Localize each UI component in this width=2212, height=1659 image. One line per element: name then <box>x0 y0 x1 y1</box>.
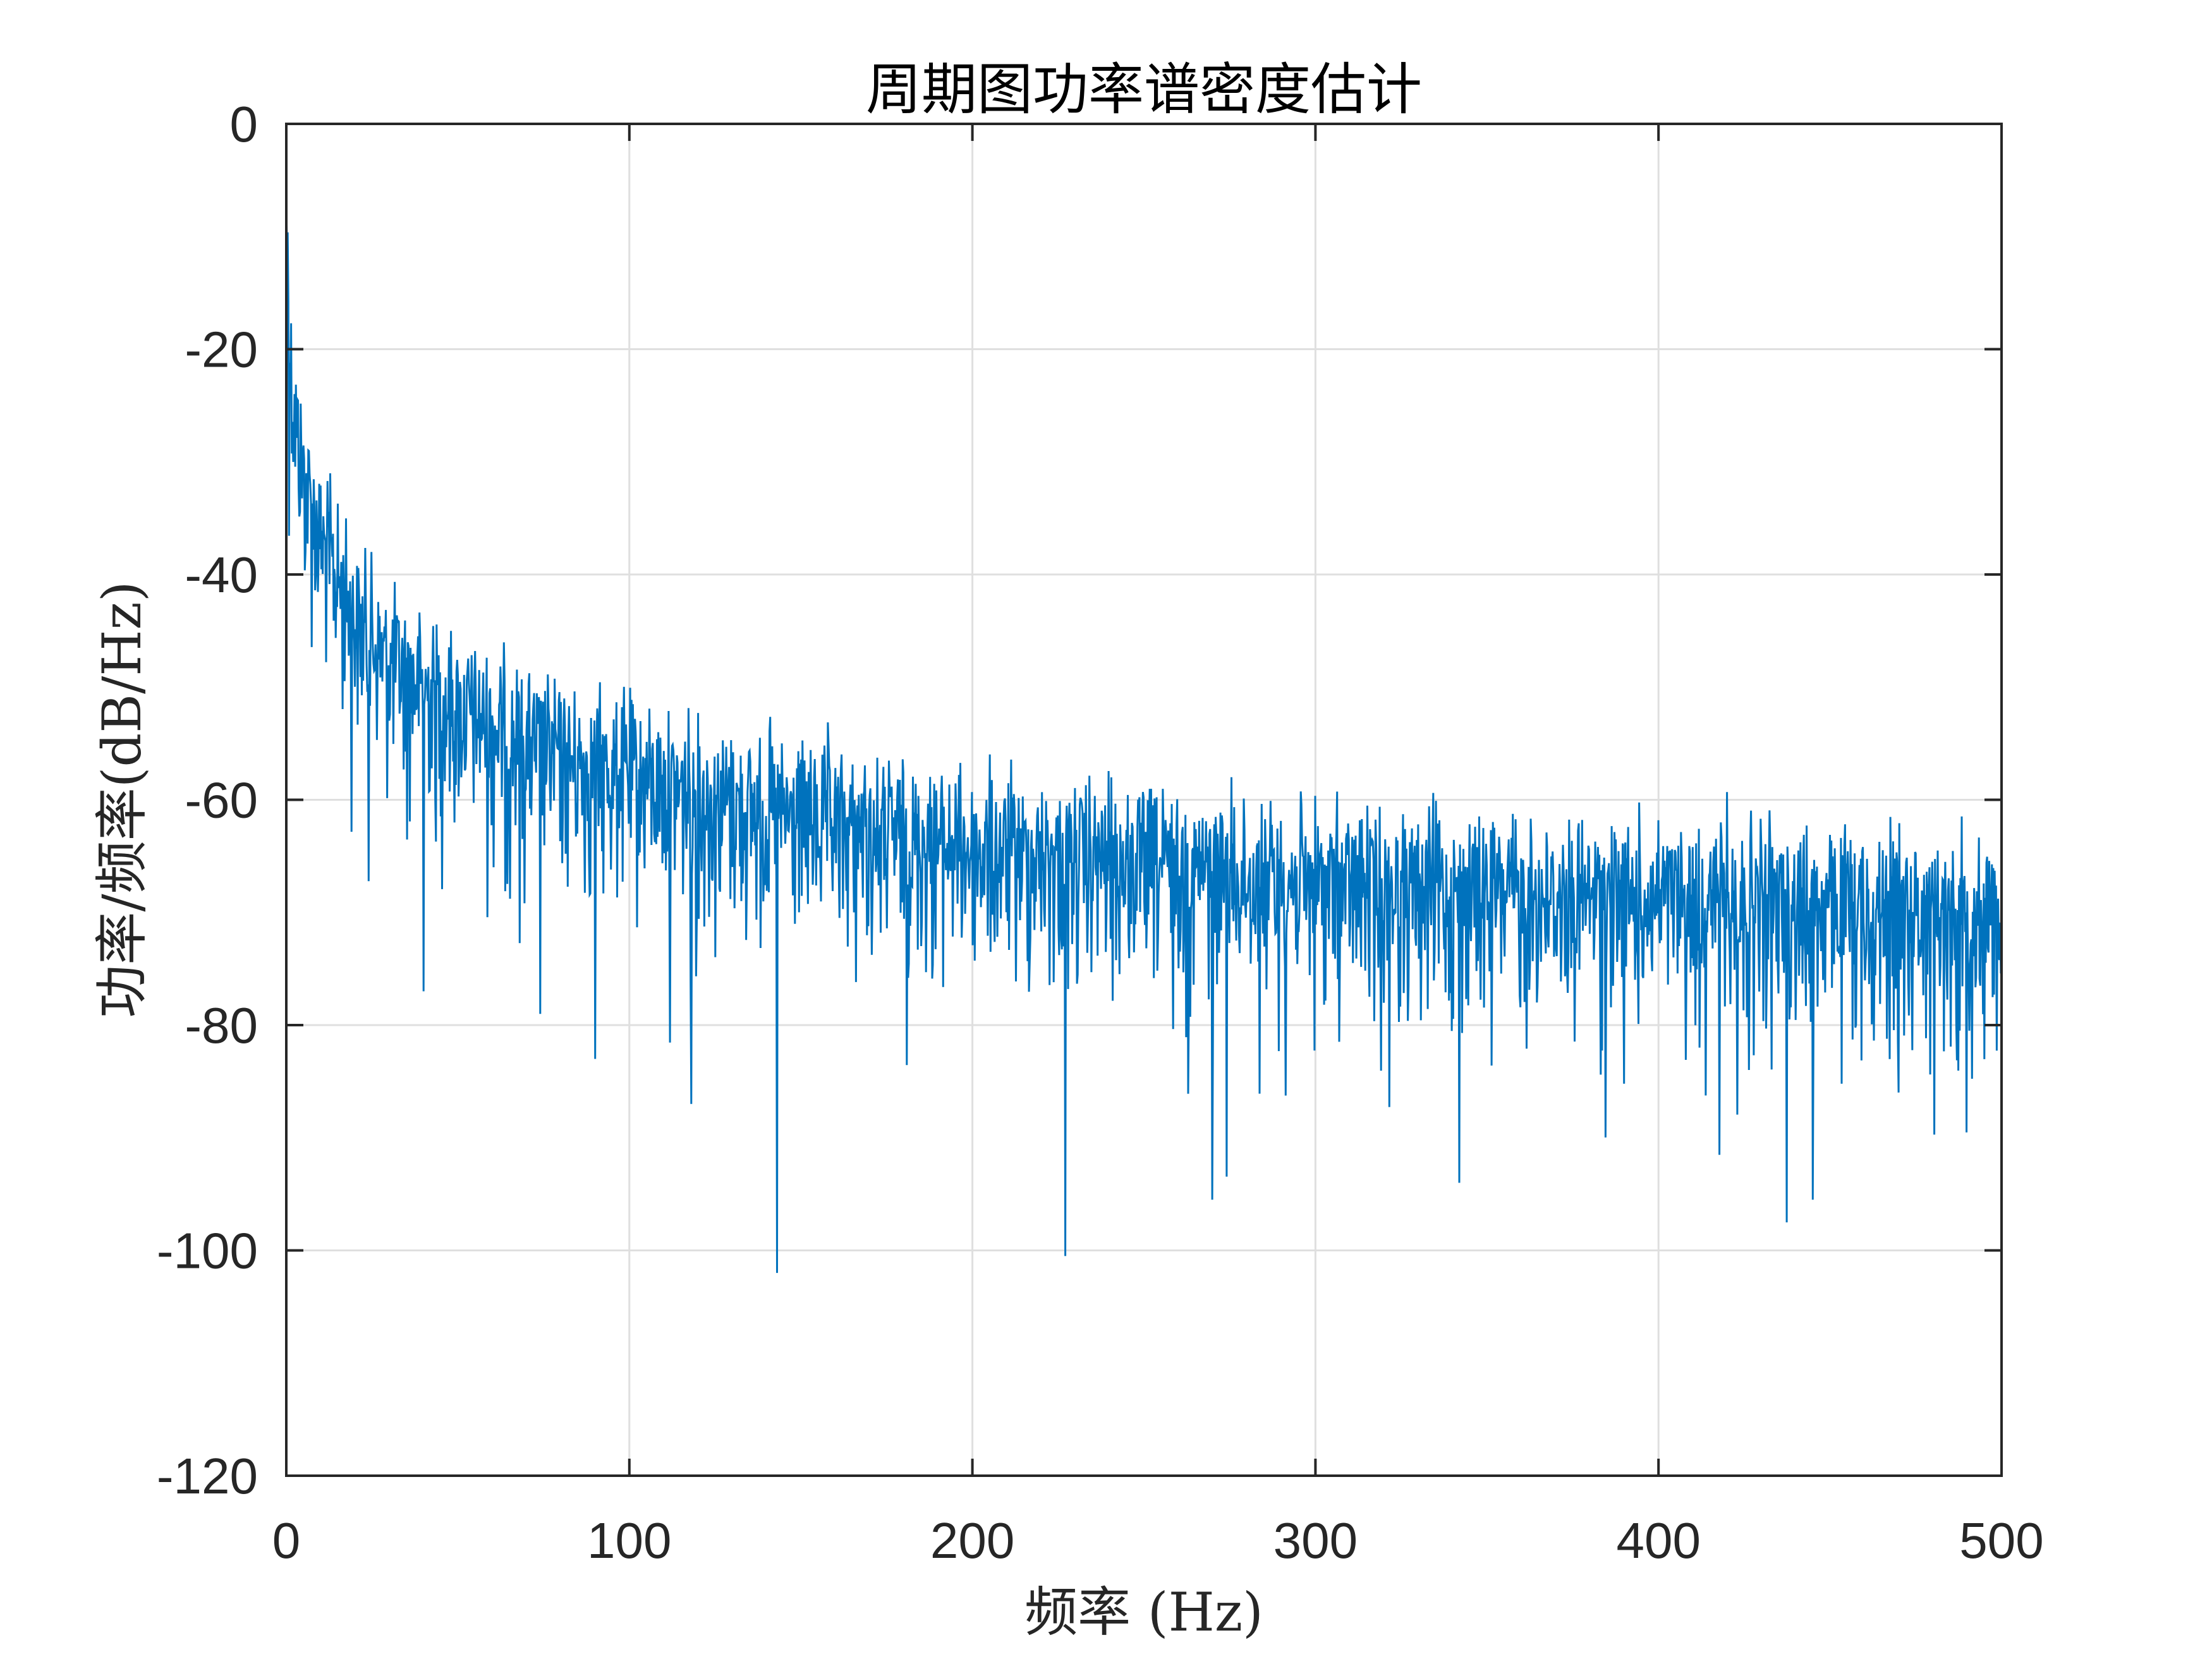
x-tick-label: 500 <box>1959 1512 2043 1569</box>
x-tick-label: 200 <box>930 1512 1014 1569</box>
psd-line <box>286 202 2002 1273</box>
y-tick-label: -60 <box>185 772 258 829</box>
y-tick-label: -120 <box>157 1448 258 1504</box>
y-tick-label: -40 <box>185 547 258 603</box>
x-tick-label: 0 <box>272 1512 301 1569</box>
y-tick-labels: 0 -20 -40 -60 -80 -100 -120 <box>157 96 258 1504</box>
y-tick-label: -80 <box>185 997 258 1054</box>
y-tick-label: -20 <box>185 322 258 378</box>
chart-title: 周期图功率谱密度估计 <box>866 57 1422 122</box>
x-tick-label: 300 <box>1273 1512 1358 1569</box>
x-tick-label: 400 <box>1616 1512 1700 1569</box>
y-tick-label: -100 <box>157 1223 258 1279</box>
x-tick-labels: 0 100 200 300 400 500 <box>272 1512 2044 1569</box>
y-axis-label: 功率/频率(dB/Hz) <box>91 581 153 1018</box>
x-tick-label: 100 <box>587 1512 671 1569</box>
axis-ticks <box>285 123 2003 1477</box>
y-tick-label: 0 <box>230 96 258 152</box>
x-axis-label: 频率 (Hz) <box>1024 1581 1263 1643</box>
